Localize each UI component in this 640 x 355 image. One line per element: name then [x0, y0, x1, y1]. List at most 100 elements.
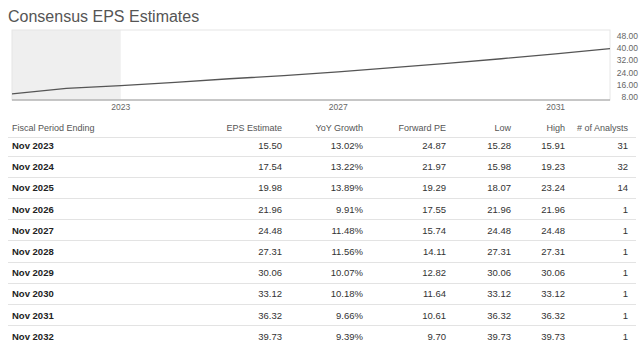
table-cell: 19.23 [541, 161, 565, 173]
table-cell: 21.96 [541, 204, 565, 216]
table-cell: 17.54 [258, 161, 282, 173]
table-cell: 39.73 [258, 331, 282, 343]
table-cell: 32 [617, 161, 628, 173]
row-label: Nov 2024 [12, 161, 54, 173]
row-label: Nov 2032 [12, 331, 54, 343]
row-label: Nov 2031 [12, 310, 54, 322]
column-header: Forward PE [398, 122, 446, 134]
table-cell: 13.22% [331, 161, 363, 173]
row-separator [8, 156, 636, 157]
table-cell: 1 [623, 310, 628, 322]
table-cell: 30.06 [487, 267, 511, 279]
table-cell: 27.31 [541, 246, 565, 258]
table-cell: 15.74 [422, 225, 446, 237]
row-separator [8, 262, 636, 263]
table-cell: 24.48 [487, 225, 511, 237]
column-header: # of Analysts [577, 122, 628, 134]
history-shade [12, 30, 121, 100]
table-cell: 15.50 [258, 140, 282, 152]
table-cell: 30.06 [541, 267, 565, 279]
table-cell: 33.12 [541, 288, 565, 300]
table-cell: 14 [617, 182, 628, 194]
table-cell: 24.48 [258, 225, 282, 237]
column-header: EPS Estimate [226, 122, 282, 134]
table-cell: 24.87 [422, 140, 446, 152]
row-separator [8, 325, 636, 326]
y-tick-label: 32.00 [617, 55, 639, 65]
table-cell: 11.64 [423, 288, 446, 300]
table-cell: 17.55 [422, 204, 446, 216]
column-header: High [546, 122, 565, 134]
table-cell: 27.31 [258, 246, 282, 258]
row-label: Nov 2028 [12, 246, 54, 258]
table-cell: 19.29 [422, 182, 446, 194]
table-cell: 10.07% [331, 267, 363, 279]
y-tick-label: 16.00 [617, 80, 639, 90]
table-cell: 36.32 [258, 310, 282, 322]
table-cell: 13.02% [331, 140, 363, 152]
row-label: Nov 2025 [12, 182, 54, 194]
row-label: Nov 2029 [12, 267, 54, 279]
column-header: Low [494, 122, 511, 134]
table-cell: 1 [623, 288, 628, 300]
table-cell: 1 [623, 246, 628, 258]
column-header: YoY Growth [315, 122, 363, 134]
table-cell: 11.56% [331, 246, 363, 258]
table-cell: 10.61 [422, 310, 446, 322]
table-cell: 21.96 [258, 204, 282, 216]
table-cell: 15.28 [487, 140, 511, 152]
x-tick-label: 2031 [546, 102, 565, 112]
table-cell: 21.96 [487, 204, 511, 216]
table-cell: 30.06 [258, 267, 282, 279]
table-cell: 1 [623, 331, 628, 343]
title: Consensus EPS Estimates [8, 7, 199, 27]
column-header: Fiscal Period Ending [12, 122, 95, 134]
table-cell: 9.91% [336, 204, 363, 216]
table-cell: 31 [617, 140, 628, 152]
y-tick-label: 8.00 [621, 92, 638, 102]
table-cell: 39.73 [541, 331, 565, 343]
table-cell: 39.73 [487, 331, 511, 343]
row-separator [8, 219, 636, 220]
y-tick-label: 40.00 [617, 43, 639, 53]
table-cell: 1 [623, 204, 628, 216]
eps-line [12, 49, 610, 94]
table-cell: 1 [623, 267, 628, 279]
y-tick-label: 24.00 [617, 68, 639, 78]
row-separator [8, 137, 636, 138]
row-label: Nov 2030 [12, 288, 54, 300]
table-cell: 10.18% [331, 288, 363, 300]
table-cell: 1 [623, 225, 628, 237]
table-cell: 24.48 [541, 225, 565, 237]
plot-frame [12, 30, 610, 100]
table-cell: 15.91 [541, 140, 565, 152]
row-separator [8, 283, 636, 284]
table-cell: 33.12 [487, 288, 511, 300]
row-label: Nov 2023 [12, 140, 54, 152]
row-separator [8, 240, 636, 241]
widget: Consensus EPS Estimates 8.00 16.00 24.00 32.… [0, 0, 640, 355]
table-cell: 19.98 [258, 182, 282, 194]
row-separator [8, 177, 636, 178]
row-separator [8, 198, 636, 199]
x-axis [12, 100, 610, 101]
table-cell: 9.70 [428, 331, 447, 343]
table-cell: 11.48% [331, 225, 363, 237]
table-cell: 21.97 [422, 161, 446, 173]
table-cell: 36.32 [541, 310, 565, 322]
table-cell: 9.39% [336, 331, 363, 343]
table-cell: 23.24 [541, 182, 565, 194]
table-cell: 12.82 [422, 267, 446, 279]
table-cell: 36.32 [487, 310, 511, 322]
plot-area [12, 49, 610, 94]
table-cell: 33.12 [258, 288, 282, 300]
row-label: Nov 2026 [12, 204, 54, 216]
table-cell: 27.31 [487, 246, 511, 258]
y-tick-label: 48.00 [617, 31, 639, 41]
x-tick-label: 2023 [111, 102, 130, 112]
table-cell: 14.11 [423, 246, 446, 258]
table-cell: 13.89% [331, 182, 363, 194]
row-separator [8, 304, 636, 305]
table-cell: 15.98 [487, 161, 511, 173]
table-cell: 18.07 [487, 182, 511, 194]
